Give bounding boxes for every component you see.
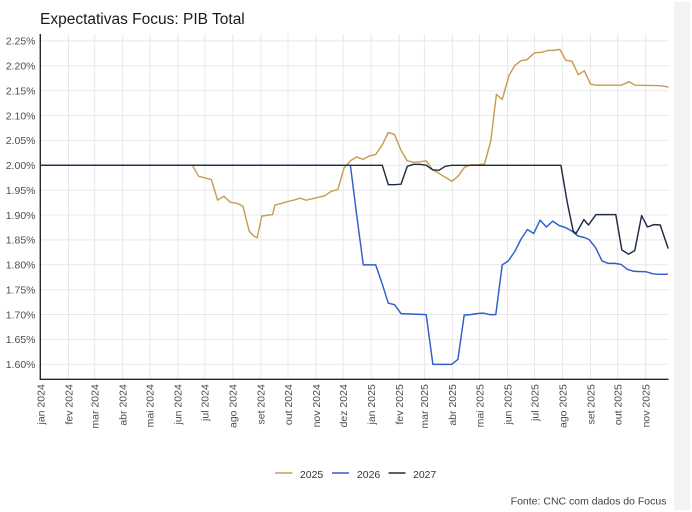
svg-text:set 2025: set 2025 [585, 384, 597, 424]
svg-text:1.80%: 1.80% [6, 260, 36, 272]
svg-text:out 2025: out 2025 [613, 384, 625, 425]
svg-text:2.10%: 2.10% [6, 110, 36, 122]
svg-text:jan 2024: jan 2024 [35, 384, 47, 425]
svg-text:fev 2025: fev 2025 [394, 384, 406, 424]
svg-text:jun 2025: jun 2025 [502, 384, 514, 425]
svg-text:nov 2025: nov 2025 [641, 384, 653, 427]
svg-text:2025: 2025 [300, 469, 324, 481]
svg-text:mai 2024: mai 2024 [145, 384, 157, 427]
svg-text:fev 2024: fev 2024 [63, 384, 75, 424]
svg-text:set 2024: set 2024 [256, 384, 268, 424]
svg-text:abr 2024: abr 2024 [118, 384, 130, 426]
svg-text:Fonte: CNC com dados do Focus: Fonte: CNC com dados do Focus [511, 496, 667, 508]
svg-text:1.60%: 1.60% [6, 359, 36, 371]
svg-text:2.20%: 2.20% [6, 61, 36, 73]
svg-text:1.65%: 1.65% [6, 334, 36, 346]
svg-text:1.85%: 1.85% [6, 235, 36, 247]
svg-text:2027: 2027 [413, 469, 437, 481]
svg-text:dez 2024: dez 2024 [338, 384, 350, 427]
svg-text:jun 2024: jun 2024 [173, 384, 185, 425]
svg-text:mar 2025: mar 2025 [419, 384, 431, 429]
svg-text:2.15%: 2.15% [6, 86, 36, 98]
svg-text:jul 2024: jul 2024 [200, 384, 212, 422]
svg-text:1.95%: 1.95% [6, 185, 36, 197]
svg-text:1.75%: 1.75% [6, 285, 36, 297]
svg-text:jul 2025: jul 2025 [529, 384, 541, 422]
svg-text:2.25%: 2.25% [6, 36, 36, 48]
svg-text:mar 2024: mar 2024 [90, 384, 102, 429]
svg-text:abr 2025: abr 2025 [447, 384, 459, 426]
svg-text:nov 2024: nov 2024 [311, 384, 323, 427]
svg-text:2026: 2026 [357, 469, 381, 481]
svg-text:1.90%: 1.90% [6, 210, 36, 222]
svg-text:ago 2025: ago 2025 [557, 384, 569, 428]
svg-text:2.05%: 2.05% [6, 135, 36, 147]
svg-text:ago 2024: ago 2024 [228, 384, 240, 428]
svg-text:1.70%: 1.70% [6, 309, 36, 321]
svg-text:Expectativas Focus: PIB Total: Expectativas Focus: PIB Total [40, 11, 245, 28]
svg-text:jan 2025: jan 2025 [366, 384, 378, 425]
svg-text:2.00%: 2.00% [6, 160, 36, 172]
svg-text:mai 2025: mai 2025 [474, 384, 486, 427]
svg-text:out 2024: out 2024 [283, 384, 295, 425]
